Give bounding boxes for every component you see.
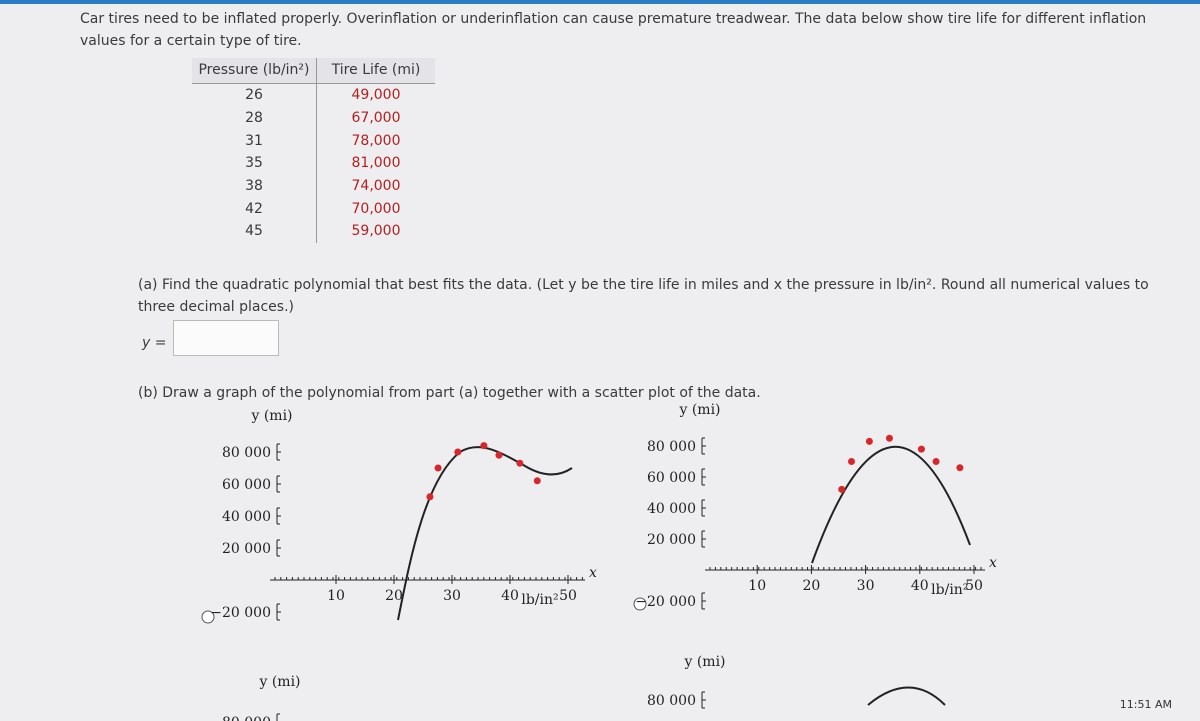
table-cell: 31 [192,129,317,153]
y-tick-label: 60 000 [222,477,271,493]
x-tick-label: 10 [327,588,345,604]
table-cell: 42 [192,197,317,221]
x-unit: lb/in² [521,592,558,608]
y-tick-label: 20 000 [647,532,696,548]
data-point [516,459,524,467]
table-row: 35 81,000 [192,152,435,175]
table-row: 42 70,000 [192,197,435,221]
y-tick [701,691,706,709]
data-point [885,434,893,442]
data-point [454,448,462,456]
table-row: 45 59,000 [192,220,435,243]
table-cell: 59,000 [351,223,401,240]
x-tick-label: 50 [559,588,577,604]
y-tick-label: 40 000 [222,509,271,525]
x-tick-label: 20 [385,588,403,604]
table-cell: 67,000 [351,110,401,127]
table-cell: 35 [192,152,317,175]
y-tick [276,443,281,461]
table-row: 31 78,000 [192,129,435,153]
y-axis-label: y (mi) [250,408,292,424]
y-tick-label: 60 000 [647,470,696,486]
part-a-question: (a) Find the quadratic polynomial that b… [138,277,1149,315]
y-tick [701,530,706,548]
y-tick [276,713,280,721]
data-point [956,464,964,472]
y-axis-label: y (mi) [258,674,300,690]
table-cell: 28 [192,106,317,130]
y-tick-label: 80 000 [647,439,696,455]
x-tick-label: 50 [965,578,983,594]
radio-button[interactable] [633,597,647,611]
y-tick-label: 80 000 [647,693,696,709]
table-header: Pressure (lb/in²) [192,58,317,84]
data-table: Pressure (lb/in²) Tire Life (mi) 26 49,00… [192,58,435,243]
table-header: Tire Life (mi) [316,58,435,84]
y-tick [701,499,706,517]
y-tick-label: 20 000 [222,541,271,557]
x-axis-label: x [589,565,597,581]
data-point [865,437,873,445]
data-point [848,458,856,465]
data-point [533,477,541,485]
x-tick-label: 30 [443,588,461,604]
part-b-question: (b) Draw a graph of the polynomial from … [138,385,761,401]
y-tick [276,539,281,557]
x-axis-label: x [989,555,997,571]
x-unit: lb/in² [931,582,968,598]
y-tick-label: 80 000 [222,445,271,461]
answer-label: y = [142,335,167,351]
data-point [426,493,434,501]
x-tick-label: 40 [911,578,929,594]
curve [811,445,971,564]
data-point [917,445,925,453]
y-tick [701,468,706,486]
table-cell: 45 [192,220,317,243]
y-axis-label: y (mi) [683,654,725,670]
y-tick [276,507,281,525]
table-cell: 70,000 [351,200,401,217]
x-tick-label: 10 [748,578,766,594]
data-point [434,464,442,472]
top-bar [0,0,1200,4]
x-tick-label: 20 [802,578,820,594]
clock: 11:51 AM [1119,698,1172,711]
x-tick-label: 40 [501,588,519,604]
curve [867,686,946,706]
y-tick-label: 40 000 [647,501,696,517]
x-tick-label: 30 [857,578,875,594]
table-cell: 78,000 [351,132,401,149]
data-point [480,442,488,450]
table-cell: 74,000 [351,178,401,195]
table-row: 28 67,000 [192,106,435,130]
data-point [838,485,846,493]
intro-text: Car tires need to be inflated properly. … [80,11,1147,49]
table-cell: 81,000 [351,155,401,172]
table-cell: 38 [192,174,317,198]
table-row: 38 74,000 [192,174,435,198]
y-tick [701,592,706,610]
y-tick-label: −20 000 [635,594,696,610]
curve [397,446,573,621]
y-tick [276,603,281,621]
radio-button[interactable] [201,610,215,624]
y-tick-label: −20 000 [210,605,271,621]
table-cell: 49,000 [351,87,401,104]
y-tick [701,437,706,455]
table-cell: 26 [192,83,317,107]
answer-input[interactable] [173,320,279,356]
y-tick [276,475,281,493]
data-point [495,451,503,459]
table-row: 26 49,000 [192,83,435,107]
y-tick-label: 80 000 [222,715,271,721]
data-point [932,458,940,465]
y-axis-label: y (mi) [678,402,720,418]
